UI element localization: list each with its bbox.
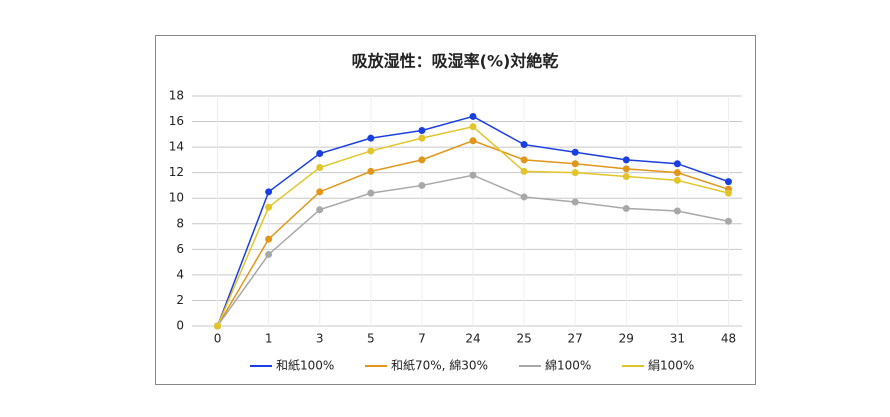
- data-point: [367, 189, 375, 197]
- chart-title: 吸放湿性：吸湿率(%)対絶乾: [352, 52, 559, 71]
- legend-label: 和紙70%, 綿30%: [391, 358, 488, 373]
- data-point: [520, 156, 528, 164]
- data-point: [673, 160, 681, 168]
- y-tick-label: 4: [176, 267, 184, 281]
- y-tick-label: 6: [176, 242, 184, 256]
- data-point: [265, 235, 273, 243]
- y-tick-label: 2: [176, 293, 184, 307]
- x-tick-label: 27: [568, 332, 583, 346]
- data-point: [571, 148, 579, 156]
- data-point: [469, 112, 477, 120]
- data-point: [520, 167, 528, 175]
- data-point: [316, 150, 324, 157]
- data-point: [316, 164, 324, 172]
- data-point: [520, 193, 528, 201]
- legend-label: 絹100%: [648, 359, 694, 373]
- y-tick-label: 8: [176, 216, 184, 230]
- data-point: [469, 171, 477, 179]
- y-tick-label: 16: [169, 114, 184, 128]
- y-tick-label: 18: [169, 89, 184, 103]
- x-tick-label: 48: [721, 332, 736, 346]
- data-point: [418, 134, 426, 142]
- y-tick-label: 14: [169, 140, 184, 154]
- data-point: [418, 156, 426, 164]
- data-point: [673, 207, 681, 215]
- data-point: [724, 189, 732, 197]
- data-point: [622, 165, 630, 173]
- data-point: [673, 176, 681, 184]
- legend-label: 綿100%: [545, 359, 591, 373]
- data-point: [265, 188, 273, 196]
- data-point: [571, 169, 579, 177]
- data-point: [622, 173, 630, 180]
- data-point: [418, 127, 426, 134]
- data-point: [571, 198, 579, 206]
- data-point: [469, 123, 477, 131]
- data-point: [622, 204, 630, 212]
- data-point: [673, 169, 681, 177]
- legend-label: 和紙100%: [276, 358, 334, 373]
- data-point: [316, 206, 324, 214]
- data-point: [520, 141, 528, 149]
- data-point: [367, 167, 375, 175]
- x-tick-label: 25: [516, 332, 531, 346]
- data-point: [469, 137, 477, 145]
- y-tick-label: 0: [176, 319, 184, 333]
- x-tick-label: 0: [214, 332, 222, 346]
- x-tick-label: 5: [367, 332, 375, 346]
- x-tick-label: 31: [670, 332, 685, 346]
- x-tick-label: 7: [418, 332, 426, 346]
- data-point: [214, 322, 222, 330]
- x-tick-label: 24: [465, 332, 480, 346]
- data-point: [724, 217, 732, 225]
- data-point: [622, 156, 630, 164]
- data-point: [367, 147, 375, 155]
- data-point: [265, 250, 273, 258]
- data-point: [418, 181, 426, 189]
- data-point: [724, 178, 732, 186]
- data-point: [367, 134, 375, 142]
- x-tick-label: 29: [619, 332, 634, 346]
- data-point: [316, 188, 324, 196]
- data-point: [265, 203, 273, 211]
- x-tick-label: 3: [316, 332, 324, 346]
- x-tick-label: 1: [265, 332, 273, 346]
- y-tick-label: 10: [169, 191, 184, 205]
- data-point: [571, 160, 579, 168]
- y-tick-label: 12: [169, 165, 184, 179]
